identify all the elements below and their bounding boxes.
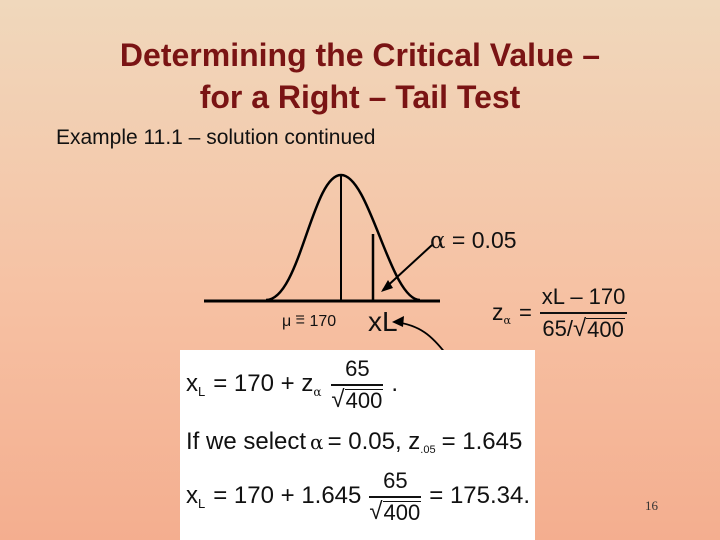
line1-z-subscript: α (313, 384, 322, 399)
line2-text: If we select (186, 428, 307, 455)
sqrt-argument: 400 (586, 316, 625, 342)
z-denominator-left: 65 (542, 315, 567, 341)
z-subscript: α (503, 314, 511, 328)
line2-tail: = 1.645 (441, 428, 523, 455)
sqrt-argument: 400 (344, 387, 384, 413)
line3-fraction: 65 √ 400 (369, 468, 422, 525)
xl-subscript: L (198, 496, 206, 512)
line3-denominator: √ 400 (369, 497, 422, 525)
xl-symbol: x (186, 481, 198, 509)
critical-value-label: xL (368, 306, 398, 337)
title-line-1: Determining the Critical Value – (119, 37, 601, 73)
z-equals: = (518, 299, 532, 325)
line3-numerator: 65 (383, 468, 408, 493)
sqrt-icon: √ (572, 314, 587, 342)
line1-tail: . (391, 369, 398, 397)
alpha-pointer-head (381, 280, 393, 292)
z-numerator: xL – 170 (541, 284, 626, 309)
z-denominator: 65/√ 400 (542, 314, 625, 342)
z-fraction: xL – 170 65/√ 400 (539, 284, 628, 342)
line1-equation: = 170 + z (213, 369, 314, 397)
line1-denominator: √ 400 (331, 385, 384, 413)
line3-equation: = 170 + 1.645 (213, 481, 362, 509)
sqrt-argument: 400 (382, 499, 422, 525)
subtitle: Example 11.1 – solution continued (56, 126, 376, 149)
xl-subscript: L (198, 384, 206, 400)
sqrt: √ 400 (572, 314, 625, 342)
fraction-bar (369, 496, 422, 498)
alpha-value: = 0.05 (445, 227, 517, 253)
page-number: 16 (645, 498, 658, 513)
z-formula: z α = xL – 170 65/√ 400 (492, 284, 628, 342)
fraction-bar (539, 312, 628, 314)
mean-label: μ = 170 (282, 313, 337, 330)
calc-line-2: If we select α = 0.05, z .05 = 1.645 (186, 428, 522, 456)
slide-title: Determining the Critical Value – for a R… (0, 34, 720, 118)
line2-alpha: α (310, 430, 324, 454)
title-line-2: for a Right – Tail Test (199, 79, 521, 115)
line2-z-subscript: .05 (420, 444, 436, 456)
line3-tail: = 175.34. (429, 481, 531, 509)
sqrt-icon: √ (331, 385, 345, 413)
fraction-bar (331, 384, 384, 386)
z-symbol: z (492, 299, 504, 326)
alpha-pointer (382, 244, 433, 291)
line1-numerator: 65 (345, 356, 370, 381)
connector-arrow-1-head (392, 316, 404, 327)
alpha-label: α = 0.05 (430, 227, 517, 254)
line1-fraction: 65 √ 400 (331, 356, 384, 413)
xl-symbol: x (186, 369, 198, 397)
alpha-symbol: α (430, 228, 446, 254)
sqrt-icon: √ (369, 497, 383, 525)
bell-curve (265, 173, 421, 302)
line2-equation: = 0.05, z (327, 428, 421, 455)
